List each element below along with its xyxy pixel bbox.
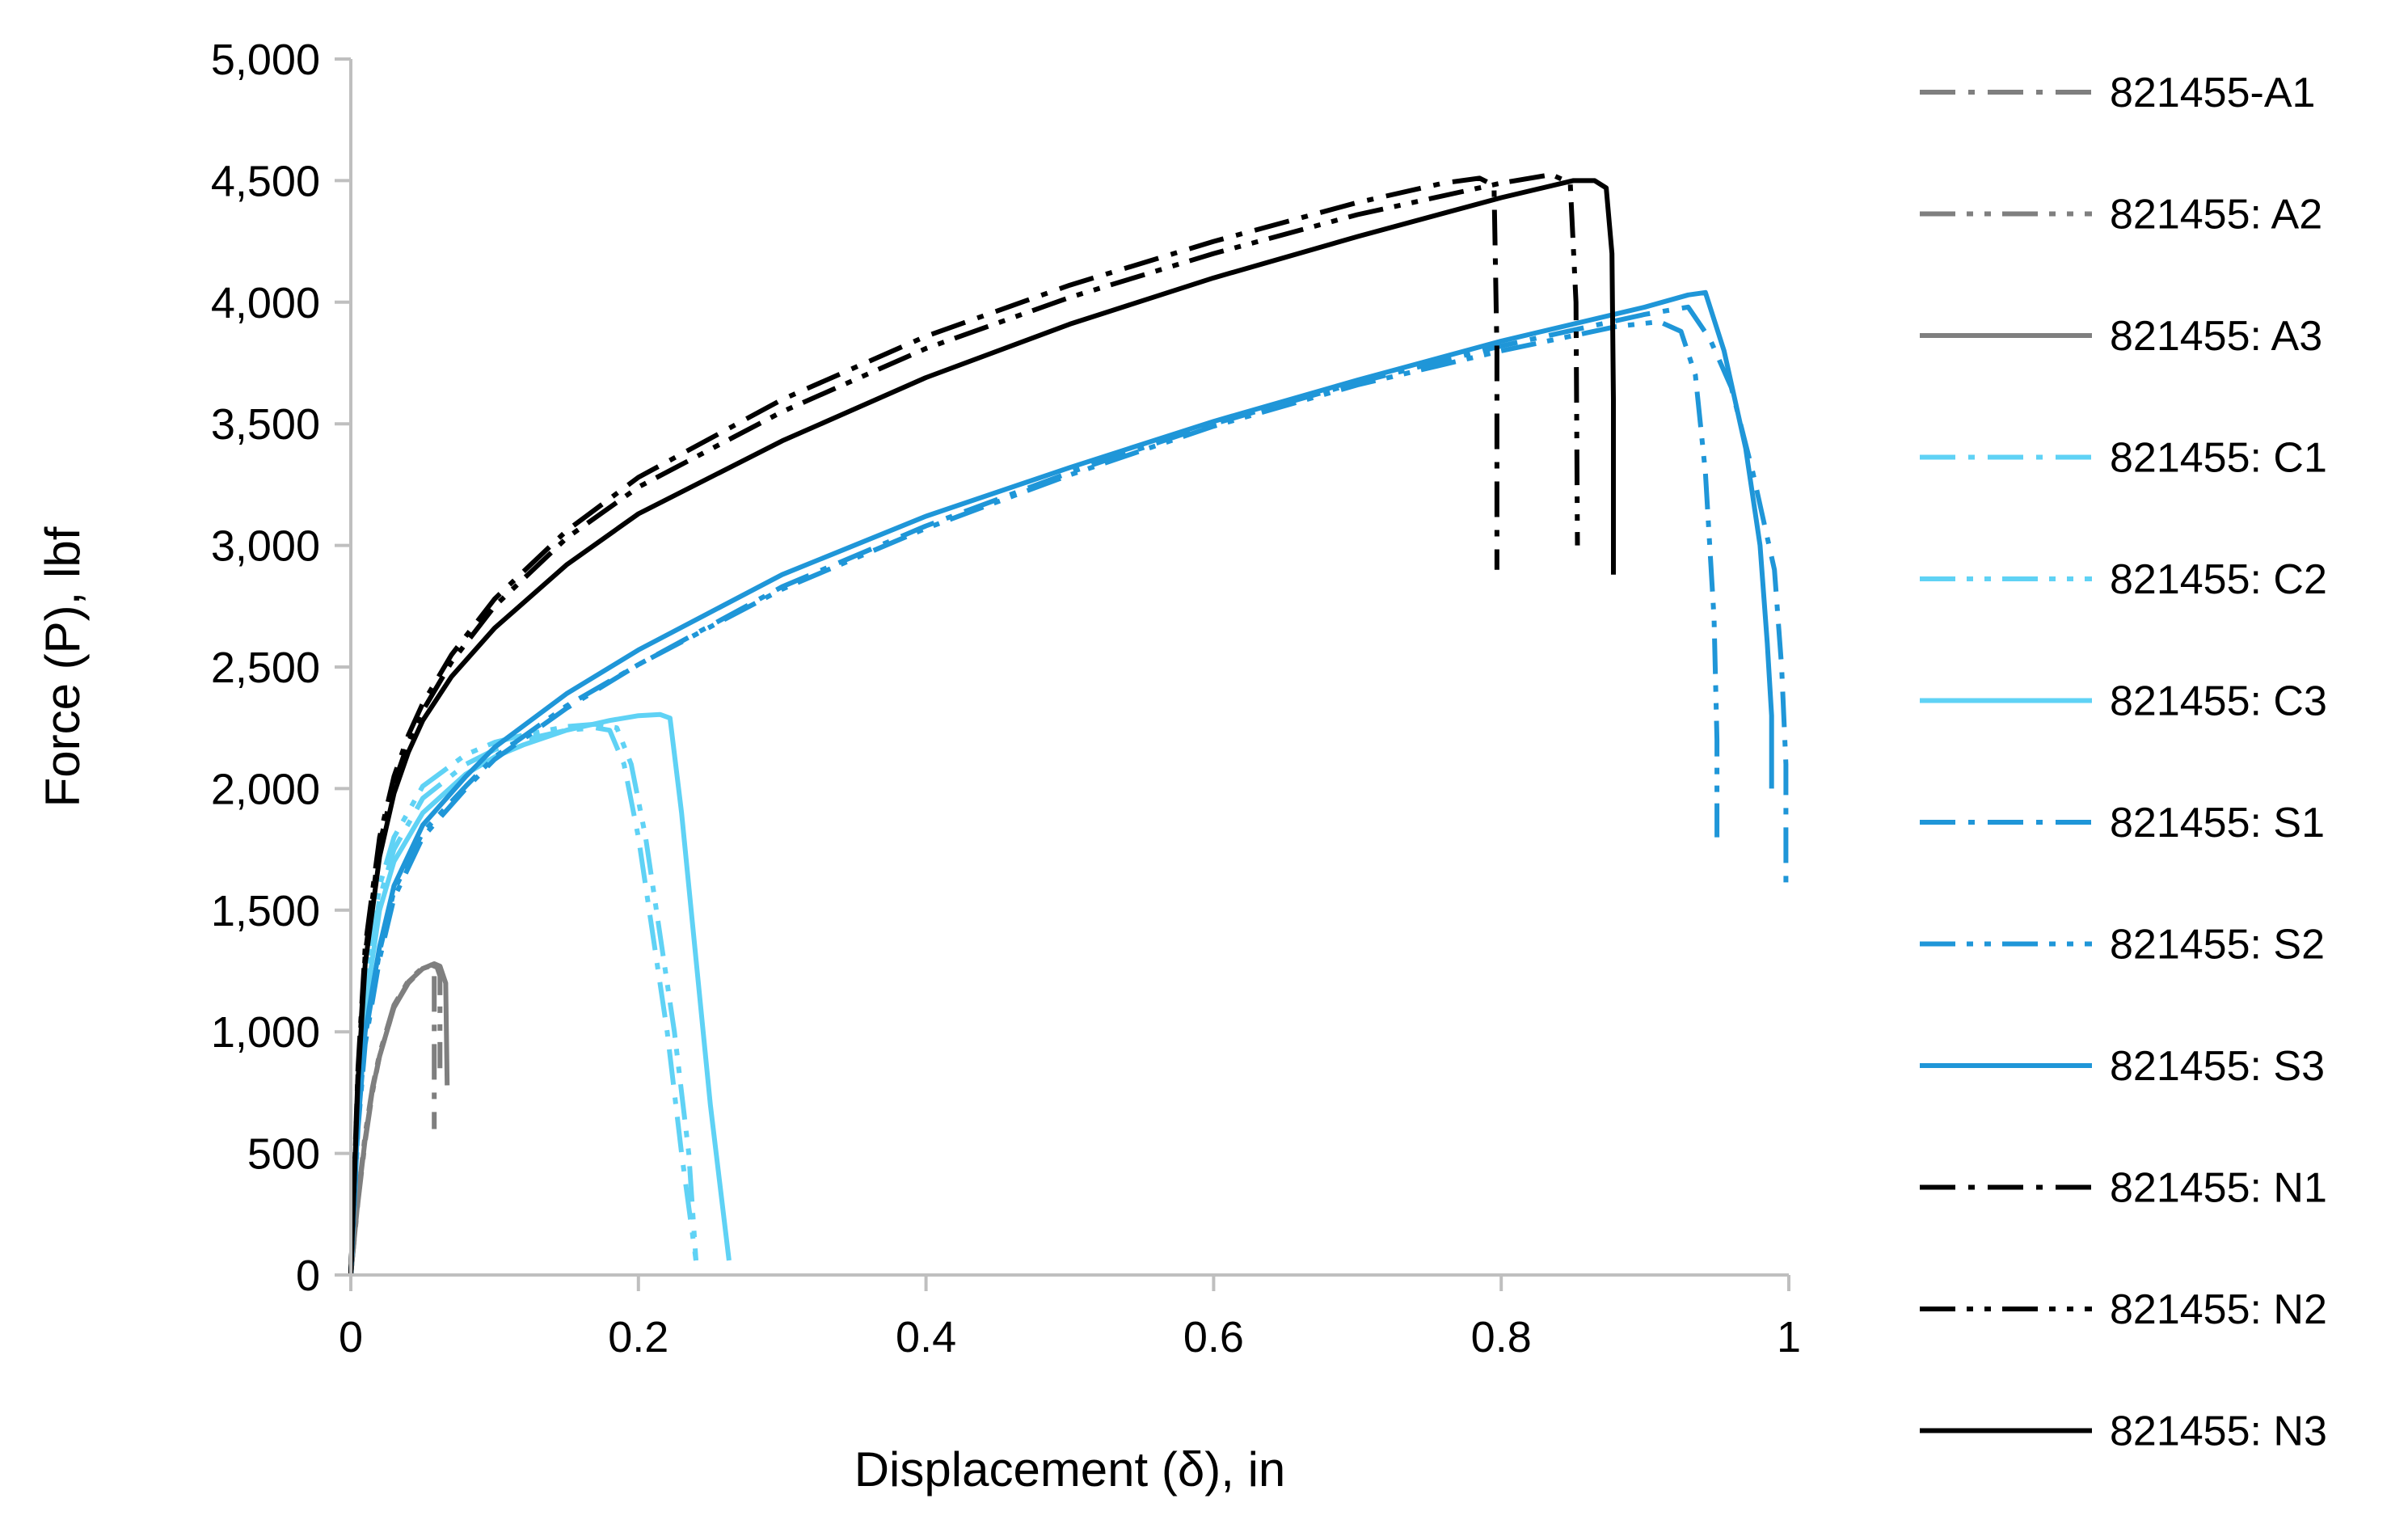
x-ticks: 0 0.2 0.4 0.6 0.8 1: [339, 1275, 1801, 1361]
legend-item: 821455-A1: [1920, 70, 2315, 116]
axes: 0 500 1,000 1,500 2,000 2,500 3,000 3,500 4,000 4…: [211, 36, 1801, 1361]
series-line-821455-c1: [348, 725, 698, 1276]
plot-series: [348, 171, 1789, 1276]
series-line-821455-a3: [348, 961, 450, 1276]
legend-label: 821455: C3: [2110, 678, 2327, 725]
legend-item: 821455: S1: [1920, 800, 2325, 846]
series-line-821455-n2: [348, 171, 1580, 1276]
y-tick-label: 500: [247, 1130, 320, 1179]
series-line-821455-s1: [348, 304, 1789, 1276]
legend-label: 821455-A1: [2110, 70, 2315, 116]
legend-item: 821455: A3: [1920, 313, 2322, 360]
y-tick-label: 1,500: [211, 887, 320, 935]
series-line-821455-c3: [348, 711, 732, 1276]
legend-item: 821455: S2: [1920, 922, 2325, 969]
legend-label: 821455: C2: [2110, 556, 2327, 603]
y-ticks: 0 500 1,000 1,500 2,000 2,500 3,000 3,500 4,000 4…: [211, 36, 351, 1300]
legend-label: 821455: N3: [2110, 1408, 2327, 1455]
legend-item: 821455: N3: [1920, 1408, 2327, 1455]
y-tick-label: 3,000: [211, 522, 320, 571]
y-tick-label: 5,000: [211, 36, 320, 84]
y-tick-label: 0: [296, 1252, 320, 1300]
legend-item: 821455: N2: [1920, 1286, 2327, 1333]
y-tick-label: 3,500: [211, 400, 320, 449]
y-tick-label: 2,500: [211, 644, 320, 692]
series-line-821455-n3: [348, 178, 1616, 1276]
legend-label: 821455: S3: [2110, 1043, 2325, 1090]
legend-label: 821455: A2: [2110, 192, 2322, 239]
legend-item: 821455: C2: [1920, 556, 2327, 603]
legend-item: 821455: C3: [1920, 678, 2327, 725]
x-tick-label: 1: [1777, 1313, 1801, 1361]
series-line-821455-c2: [348, 721, 698, 1276]
y-tick-label: 2,000: [211, 765, 320, 813]
y-tick-label: 1,000: [211, 1008, 320, 1057]
x-tick-label: 0.8: [1471, 1313, 1532, 1361]
legend-label: 821455: S2: [2110, 922, 2325, 969]
x-tick-label: 0: [339, 1313, 363, 1361]
legend-label: 821455: N1: [2110, 1165, 2327, 1212]
legend-label: 821455: C1: [2110, 435, 2327, 482]
legend-item: 821455: N1: [1920, 1165, 2327, 1212]
legend-item: 821455: A2: [1920, 192, 2322, 239]
legend-item: 821455: C1: [1920, 435, 2327, 482]
legend-label: 821455: N2: [2110, 1286, 2327, 1333]
x-tick-label: 0.6: [1183, 1313, 1244, 1361]
legend: 821455-A1 821455: A2 821455: A3 821455: C1 8…: [1920, 70, 2327, 1455]
y-axis-title: Force (P), lbf: [36, 526, 90, 807]
x-tick-label: 0.2: [608, 1313, 668, 1361]
x-tick-label: 0.4: [896, 1313, 956, 1361]
series-line-821455-s2: [348, 319, 1720, 1276]
y-tick-label: 4,500: [211, 157, 320, 205]
x-axis-title: Displacement (δ), in: [854, 1442, 1286, 1497]
series-line-821455-s3: [348, 289, 1774, 1276]
y-tick-label: 4,000: [211, 279, 320, 327]
legend-label: 821455: S1: [2110, 800, 2325, 846]
legend-item: 821455: S3: [1920, 1043, 2325, 1090]
legend-label: 821455: A3: [2110, 313, 2322, 360]
